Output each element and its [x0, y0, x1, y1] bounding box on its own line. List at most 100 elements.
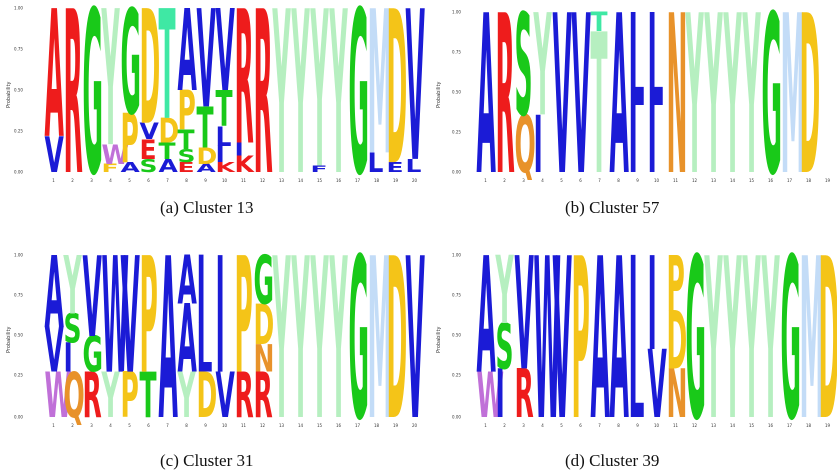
- y-tick-label: 1.00: [14, 252, 23, 258]
- x-tick-label: 11: [672, 178, 679, 183]
- logo-letter: V: [553, 245, 572, 425]
- logo-letter: A: [591, 245, 610, 425]
- y-tick-label: 0.50: [452, 89, 461, 95]
- logo-letter: I: [235, 140, 244, 161]
- logo-letter: M: [781, 0, 806, 180]
- caption-c: (c) Cluster 31: [160, 451, 254, 470]
- logo-letter: Y: [177, 361, 196, 425]
- logo-letter: W: [102, 245, 130, 409]
- x-tick-label: 17: [354, 178, 361, 183]
- logo-letter: Y: [291, 245, 310, 425]
- x-tick-label: 19: [824, 423, 831, 428]
- x-tick-label: 12: [691, 178, 698, 183]
- logo-letter: Y: [533, 0, 552, 148]
- x-tick-label: 18: [373, 423, 380, 428]
- x-tick-label: 3: [522, 178, 525, 183]
- x-tick-label: 7: [166, 178, 169, 183]
- x-tick-label: 4: [541, 178, 544, 183]
- logo-letter: A: [610, 245, 629, 425]
- logo-letter: P: [178, 79, 196, 142]
- logo-letter: Y: [272, 0, 291, 180]
- logo-letter: V: [45, 315, 65, 387]
- position-axis: 1 2 3 4 5 6 7 8 9 10 11 12 13 14 15 16 17 18 19 20: [0, 423, 430, 431]
- logo-letter: A: [178, 0, 197, 118]
- x-tick-label: 1: [484, 178, 487, 183]
- y-tick-label: 0.75: [14, 292, 23, 298]
- x-tick-label: 13: [278, 178, 285, 183]
- logo-letter: R: [254, 0, 273, 180]
- logo-letter: I: [629, 245, 638, 373]
- logo-letter: L: [629, 0, 645, 135]
- logo-letter: D: [159, 111, 180, 151]
- x-tick-label: 10: [221, 178, 228, 183]
- y-tick-label: 1.00: [14, 5, 23, 11]
- logo-letter: S: [64, 305, 82, 352]
- x-tick-label: 11: [240, 423, 247, 428]
- x-tick-label: 2: [71, 423, 74, 428]
- logo-letter: V: [553, 0, 572, 180]
- x-tick-label: 4: [541, 423, 544, 428]
- sequence-logo: WAISYRVWVPAALIVINDPGYYYYGMD: [477, 245, 837, 425]
- y-tick-label: 0.25: [452, 129, 461, 135]
- x-tick-label: 13: [278, 423, 285, 428]
- logo-letter: D: [819, 245, 837, 425]
- logo-letter: A: [178, 287, 197, 395]
- x-tick-label: 8: [185, 178, 188, 183]
- logo-letter: V: [45, 128, 65, 180]
- logo-letter: V: [197, 0, 216, 138]
- x-tick-label: 3: [90, 423, 93, 428]
- logo-letter: A: [121, 159, 141, 175]
- x-tick-label: 6: [579, 423, 582, 428]
- x-tick-label: 15: [316, 423, 323, 428]
- position-axis: 1 2 3 4 5 6 7 8 9 10 11 12 13 14 15 16 17 18 19: [430, 178, 837, 186]
- logo-letter: S: [140, 156, 158, 177]
- logo-letter: D: [387, 245, 408, 425]
- logo-letter: F: [102, 162, 119, 175]
- y-tick-label: 0.00: [14, 414, 23, 420]
- logo-letter: G: [781, 245, 802, 425]
- logo-letter: I: [64, 334, 73, 381]
- logo-letter: A: [178, 245, 197, 319]
- logo-letter: D: [800, 0, 821, 180]
- logo-letter: T: [178, 125, 195, 156]
- x-tick-label: 20: [411, 423, 418, 428]
- logo-letter: W: [477, 361, 505, 425]
- x-tick-label: 19: [392, 178, 399, 183]
- x-tick-label: 17: [354, 423, 361, 428]
- logo-letter: Y: [742, 0, 761, 180]
- logo-letter: M: [800, 245, 825, 425]
- logo-letter: D: [197, 143, 218, 169]
- x-tick-label: 7: [598, 178, 601, 183]
- x-tick-label: 10: [653, 178, 660, 183]
- logo-letter: E: [178, 159, 195, 175]
- x-tick-label: 17: [786, 423, 793, 428]
- logo-letter: W: [102, 140, 130, 171]
- caption-b: (b) Cluster 57: [565, 198, 660, 217]
- logo-letter: Q: [64, 361, 85, 425]
- logo-letter: R: [235, 361, 254, 425]
- y-tick-label: 0.75: [452, 49, 461, 55]
- logo-letter: P: [121, 100, 139, 178]
- logo-letter: Y: [291, 0, 310, 180]
- logo-letter: I: [629, 86, 638, 180]
- x-tick-label: 11: [672, 423, 679, 428]
- logo-letter: I: [496, 355, 505, 425]
- x-tick-label: 5: [560, 423, 563, 428]
- logo-letter: R: [496, 0, 515, 180]
- logo-letter: Y: [723, 0, 742, 180]
- logo-letter: Y: [704, 245, 723, 425]
- logo-letter: Y: [101, 0, 120, 180]
- x-tick-label: 14: [729, 423, 736, 428]
- x-tick-label: 19: [824, 178, 831, 183]
- logo-letter: V: [406, 245, 425, 425]
- logo-letter: Y: [329, 245, 348, 425]
- logo-letter: D: [387, 0, 408, 180]
- x-tick-label: 9: [204, 178, 207, 183]
- logo-letter: G: [83, 0, 104, 180]
- logo-letter: T: [159, 138, 177, 164]
- logo-letter: D: [197, 361, 218, 425]
- logo-letter: G: [349, 245, 370, 425]
